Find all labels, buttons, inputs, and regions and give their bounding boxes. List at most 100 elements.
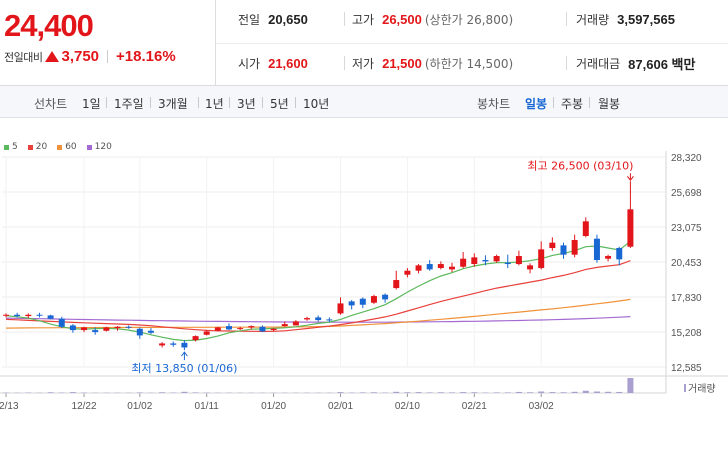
candle-body [315,317,322,321]
candle-body [103,327,110,331]
volume-bar [493,392,500,393]
divider [566,12,567,26]
amount-cell: 거래대금 87,606 백만 [576,53,695,73]
candle-body [58,318,65,327]
period-3y[interactable]: 3년 [237,97,256,111]
candle-body [426,264,433,270]
period-1w[interactable]: 1주일 [114,97,144,111]
candle-body [214,327,221,331]
volume-bar [616,391,623,393]
candle-daily[interactable]: 일봉 [525,97,548,111]
volume-bar [549,392,556,393]
chart-toolbar: 선차트 1일 1주일 3개월 1년 3년 5년 10년 봉차트 일봉 주봉 월봉 [0,86,728,118]
volume-bar [370,392,377,393]
candle-body [326,319,333,321]
volume-bar [192,392,199,393]
candle-body [627,209,634,247]
candle-body [281,324,288,327]
price-box: 24,400 전일대비 3,750 +18.16% [0,0,216,86]
volume-bar [181,391,188,393]
change-value: 3,750 [61,48,100,65]
high-annotation: 최고 26,500 (03/10) [527,159,633,172]
legend-swatch [4,144,9,150]
candle-body [549,242,556,249]
candle-body [493,256,500,262]
candle-body [14,314,21,317]
y-tick-label: 17,830 [671,293,702,304]
y-tick-label: 23,075 [671,223,702,234]
high-cell: 고가 26,500 (상한가 26,800) [352,9,513,29]
low-value: 21,500 [382,55,422,71]
volume-bar [426,392,433,393]
y-tick-label: 28,320 [671,153,702,164]
candle-body [248,326,255,328]
period-5y[interactable]: 5년 [270,97,289,111]
candle-body [92,330,99,333]
candle-body [170,343,177,345]
period-1y[interactable]: 1년 [205,97,224,111]
candle-body [404,270,411,275]
candle-body [125,326,132,328]
period-10y[interactable]: 10년 [303,97,330,111]
candle-body [47,315,54,319]
divider [198,97,199,108]
divider [150,97,151,108]
volume-bar [393,391,400,393]
divider [566,56,567,70]
candle-body [616,248,623,260]
volume-bar [449,392,455,393]
candle-body [370,296,377,303]
divider [344,12,345,26]
volume-bar [460,392,467,393]
volume-bar [159,392,166,393]
y-tick-label: 12,585 [671,363,702,374]
high-arrow-icon [627,175,634,182]
candle-monthly[interactable]: 월봉 [598,97,621,111]
divider [106,97,107,108]
candle-body [593,238,600,261]
candle-body [337,303,344,314]
volume-bar [69,392,76,393]
prev-close-value: 20,650 [268,11,308,27]
period-3m[interactable]: 3개월 [158,97,188,111]
volume-bar [515,391,522,393]
x-tick-label: 01/02 [127,401,152,412]
divider [229,97,230,108]
candle-body [504,262,511,265]
volume-cell: 거래량 3,597,565 [576,9,675,29]
candle-weekly[interactable]: 주봉 [561,97,584,111]
legend-ma120: 120 [86,142,112,152]
high-value: 26,500 [382,11,422,27]
candle-body [515,256,522,265]
change-row: 전일대비 3,750 +18.16% [4,48,176,65]
x-tick-label: 12/13 [0,401,19,412]
x-tick-label: 01/11 [195,401,220,412]
candle-body [81,327,88,331]
volume-bar [504,392,511,393]
period-1d[interactable]: 1일 [82,97,101,111]
open-value: 21,600 [268,55,308,71]
volume-bar [593,391,600,393]
candle-body [292,321,299,326]
x-tick-label: 02/01 [328,401,353,412]
candle-body [415,265,422,271]
candle-body [560,245,567,255]
low-annotation: 최저 13,850 (01/06) [131,362,237,375]
y-tick-label: 25,698 [671,188,702,199]
change-percent: +18.16% [116,48,176,65]
line-chart-label: 선차트 [34,97,68,111]
volume-bar [415,392,422,393]
divider [553,97,554,108]
candle-body [192,336,199,341]
x-tick-label: 03/02 [529,401,554,412]
high-label: 고가 [352,12,375,27]
volume-label: 거래량 [576,12,610,27]
lower-limit: (하한가 14,500) [424,56,514,71]
ma-legend: 5 20 60 120 [4,142,122,152]
candle-body [449,266,455,270]
volume-bar [627,378,634,393]
candle-body [147,330,154,333]
open-cell: 시가 21,600 [238,53,308,73]
ma20-line [5,260,631,333]
